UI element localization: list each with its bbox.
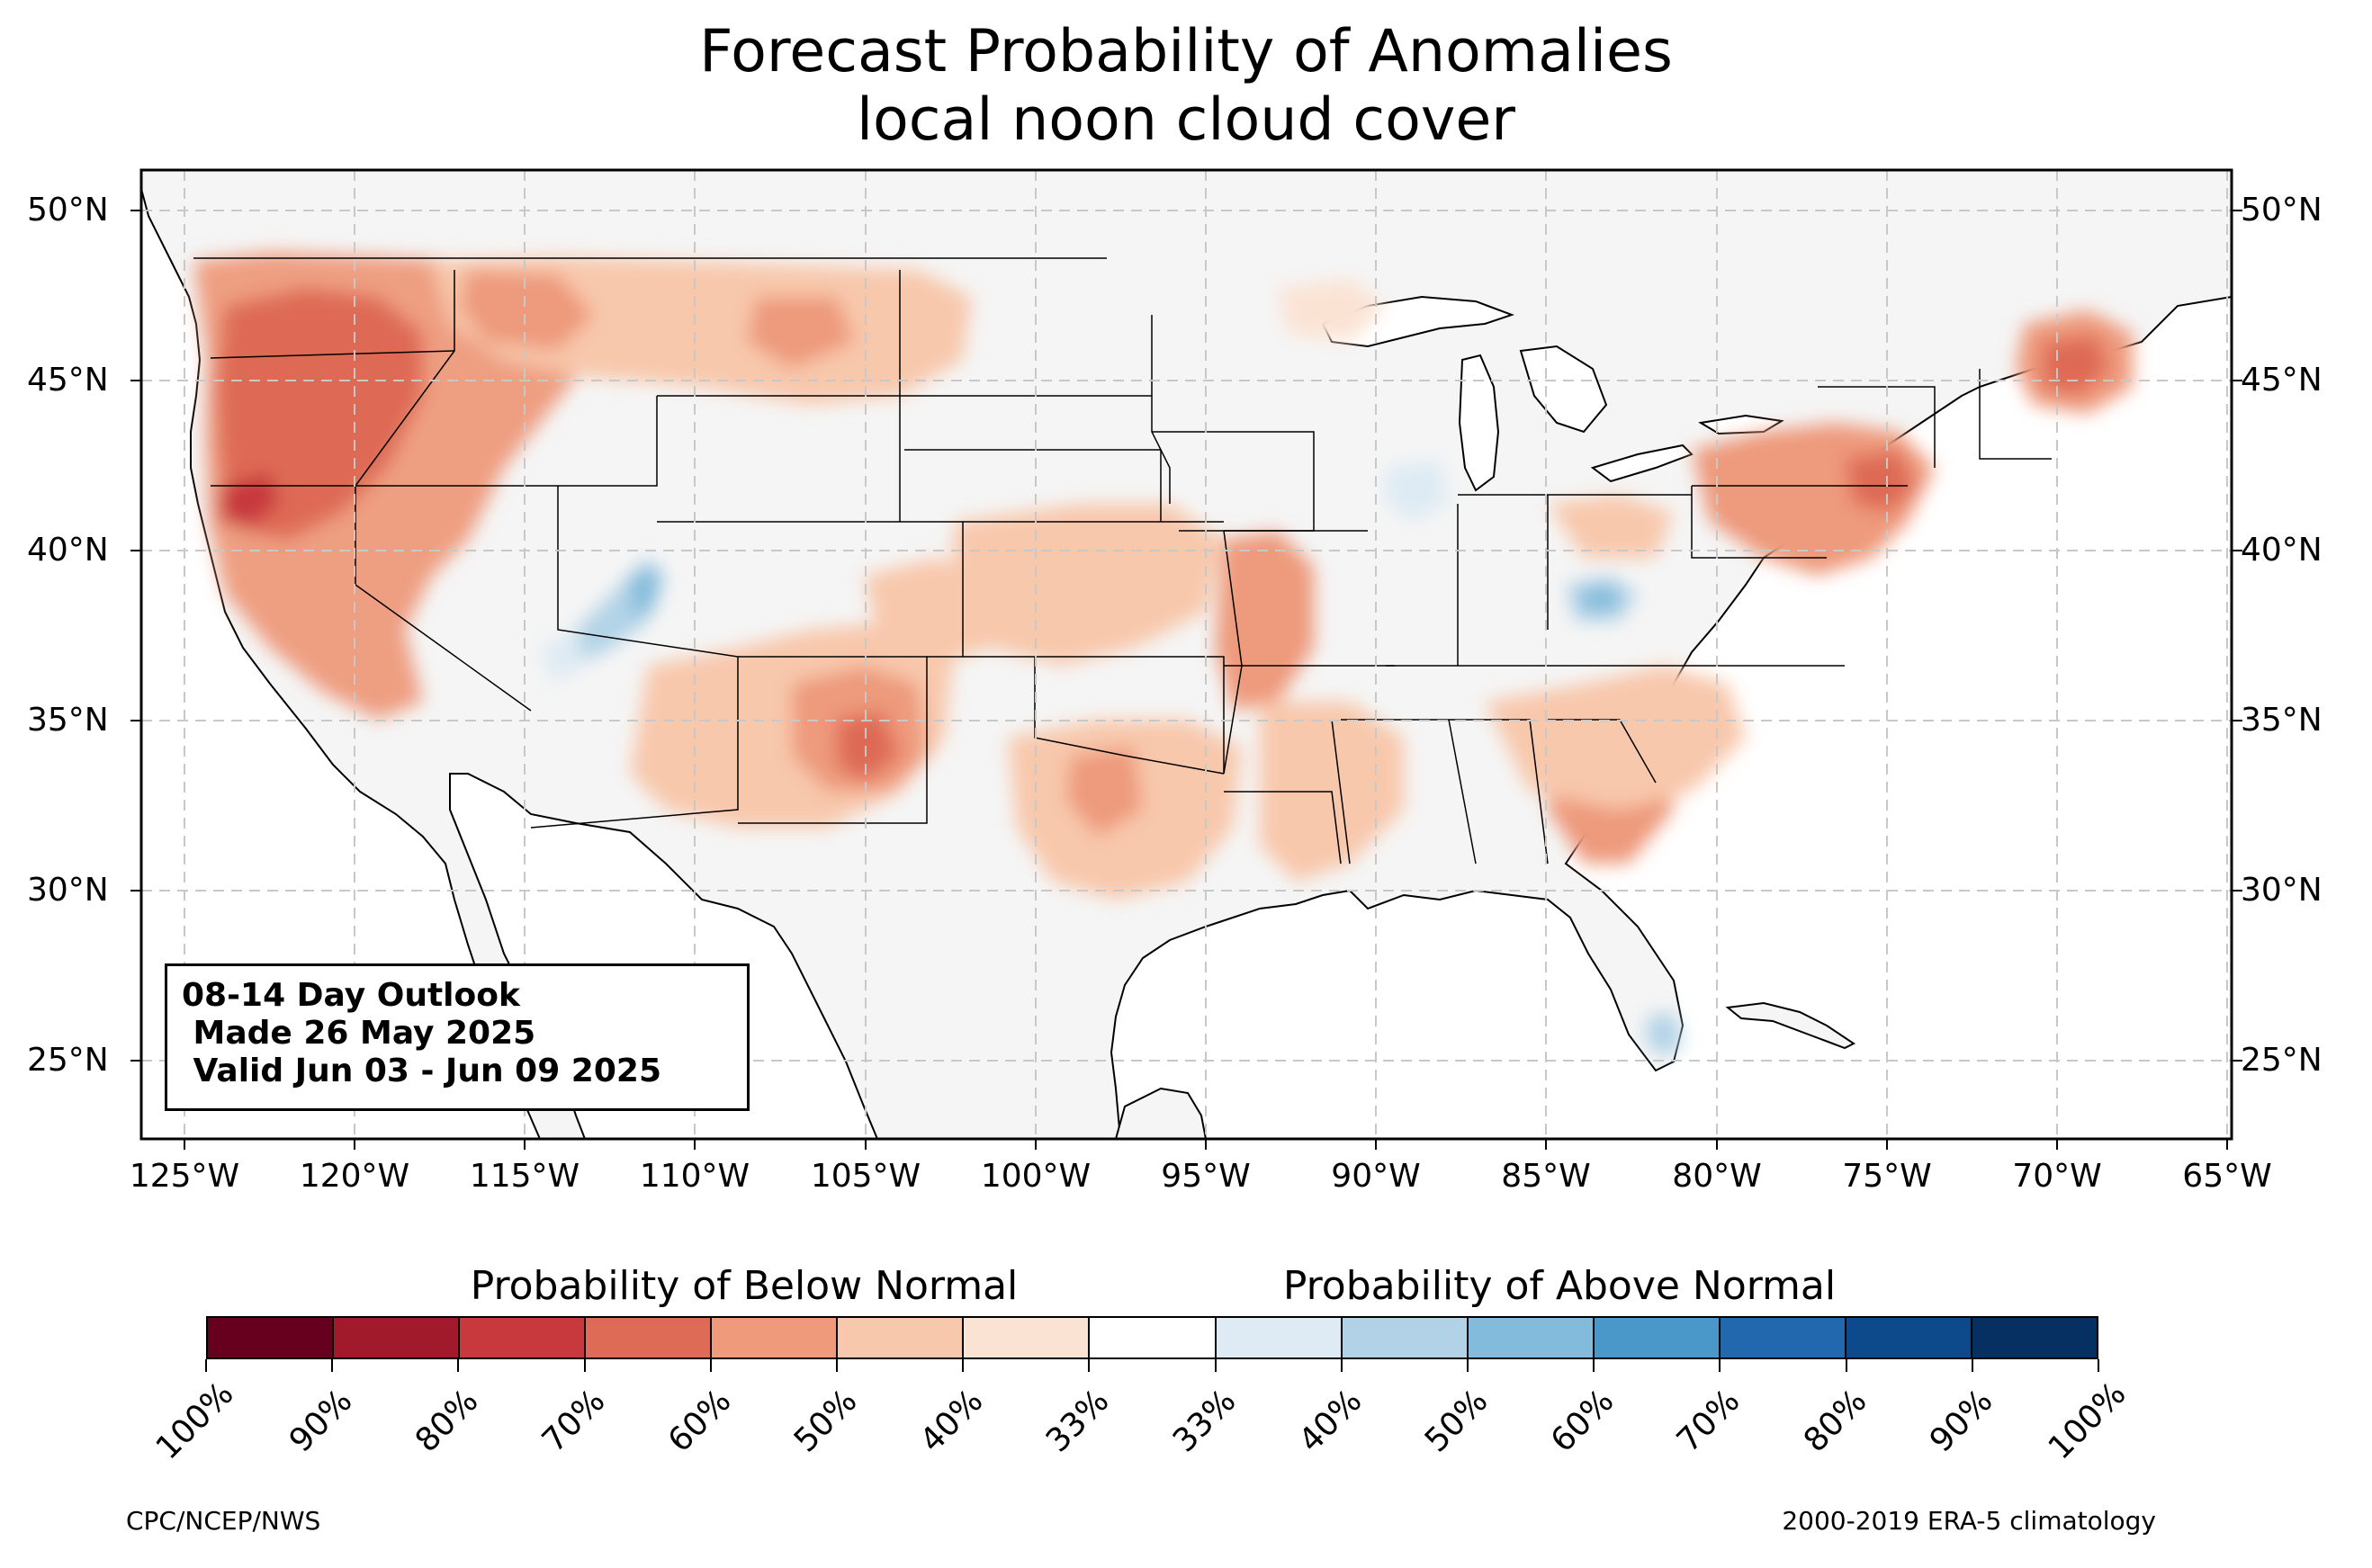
colorbar-tick bbox=[1214, 1359, 1217, 1372]
above-normal-iowa bbox=[1386, 459, 1449, 522]
cuba-land bbox=[1725, 1001, 1855, 1050]
colorbar-segment bbox=[1844, 1318, 1971, 1357]
colorbar-tick bbox=[1971, 1359, 1973, 1372]
colorbar-tick bbox=[962, 1359, 965, 1372]
below-normal-carolinas bbox=[1485, 666, 1746, 810]
lon-label-115w: 115°W bbox=[469, 1158, 580, 1195]
below-normal-texas-core bbox=[1066, 747, 1143, 837]
map-frame bbox=[139, 168, 2233, 1141]
map-subtitle: local noon cloud cover bbox=[856, 86, 1516, 154]
lat-label-35n-left: 35°N bbox=[27, 702, 109, 739]
colorbar-tick bbox=[331, 1359, 334, 1372]
colorbar-segment bbox=[962, 1318, 1089, 1357]
above-normal-florida bbox=[1647, 1012, 1683, 1057]
above-normal-nevada bbox=[540, 630, 585, 684]
valid-dates: Valid Jun 03 - Jun 09 2025 bbox=[182, 1053, 662, 1089]
above-normal-utah-core bbox=[630, 567, 657, 621]
colorbar-segment bbox=[332, 1318, 459, 1357]
lat-label-35n-right: 35°N bbox=[2241, 702, 2323, 739]
colorbar-segment bbox=[1466, 1318, 1593, 1357]
colorbar-tick bbox=[1845, 1359, 1847, 1372]
colorbar-tick bbox=[205, 1359, 207, 1372]
lon-label-100w: 100°W bbox=[980, 1158, 1092, 1195]
lon-label-120w: 120°W bbox=[299, 1158, 410, 1195]
colorbar-tick bbox=[583, 1359, 586, 1372]
below-normal-upper-midwest bbox=[1278, 279, 1386, 342]
colorbar-segment bbox=[458, 1318, 585, 1357]
below-normal-kansas bbox=[954, 504, 1224, 666]
colorbar-tick bbox=[2098, 1359, 2099, 1372]
colorbar-segment bbox=[584, 1318, 711, 1357]
lat-label-45n-right: 45°N bbox=[2241, 362, 2323, 399]
credit-agency: CPC/NCEP/NWS bbox=[126, 1506, 321, 1536]
lake-ontario bbox=[1698, 414, 1784, 435]
colorbar-segment bbox=[1340, 1318, 1467, 1357]
lon-label-90w: 90°W bbox=[1331, 1158, 1421, 1195]
colorbar-segment bbox=[208, 1318, 333, 1357]
lake-erie bbox=[1590, 444, 1694, 483]
lat-label-30n-right: 30°N bbox=[2241, 872, 2323, 909]
mexico-south-land bbox=[1114, 1087, 1208, 1139]
lon-label-80w: 80°W bbox=[1672, 1158, 1762, 1195]
lon-label-70w: 70°W bbox=[2012, 1158, 2102, 1195]
lat-label-40n-right: 40°N bbox=[2241, 532, 2323, 569]
outlook-period: 08-14 Day Outlook bbox=[182, 977, 520, 1014]
lon-label-105w: 105°W bbox=[810, 1158, 921, 1195]
lat-label-30n-left: 30°N bbox=[27, 872, 109, 909]
colorbar-segment bbox=[1970, 1318, 2097, 1357]
lake-michigan bbox=[1458, 354, 1500, 492]
credit-climatology: 2000-2019 ERA-5 climatology bbox=[1782, 1506, 2156, 1536]
colorbar-segment bbox=[1592, 1318, 1719, 1357]
lon-label-65w: 65°W bbox=[2182, 1158, 2272, 1195]
lat-label-40n-left: 40°N bbox=[27, 532, 109, 569]
lat-label-25n-left: 25°N bbox=[27, 1042, 109, 1079]
colorbar-tick bbox=[1467, 1359, 1469, 1372]
lon-label-125w: 125°W bbox=[129, 1158, 240, 1195]
colorbar-segment bbox=[1214, 1318, 1341, 1357]
colorbar-tick bbox=[1088, 1359, 1091, 1372]
state-boundaries bbox=[193, 257, 2052, 865]
below-normal-ohio bbox=[1548, 495, 1674, 558]
made-date: Made 26 May 2025 bbox=[182, 1015, 536, 1052]
lon-label-75w: 75°W bbox=[1842, 1158, 1932, 1195]
below-normal-newmexico-center bbox=[837, 711, 900, 783]
colorbar-segment bbox=[836, 1318, 963, 1357]
lon-label-110w: 110°W bbox=[639, 1158, 750, 1195]
probability-colorbar bbox=[206, 1316, 2098, 1359]
colorbar-segment bbox=[1718, 1318, 1845, 1357]
colorbar-segment bbox=[1088, 1318, 1215, 1357]
above-normal-legend-title: Probability of Above Normal bbox=[1282, 1263, 1837, 1309]
colorbar-tick bbox=[709, 1359, 712, 1372]
map-title: Forecast Probability of Anomalies bbox=[699, 18, 1673, 85]
below-normal-northeast-core bbox=[1845, 450, 1917, 513]
lat-label-50n-left: 50°N bbox=[27, 192, 109, 228]
axis-ticks bbox=[130, 210, 2242, 1150]
above-normal-ohio-valley-core bbox=[1579, 587, 1620, 614]
colorbar-tick bbox=[457, 1359, 460, 1372]
outlook-info-box: 08-14 Day Outlook Made 26 May 2025 Valid… bbox=[165, 963, 750, 1111]
lon-label-85w: 85°W bbox=[1501, 1158, 1591, 1195]
lake-huron bbox=[1519, 345, 1608, 434]
colorbar-tick bbox=[836, 1359, 838, 1372]
colorbar-segment bbox=[710, 1318, 837, 1357]
lat-label-50n-right: 50°N bbox=[2241, 192, 2323, 228]
lon-label-95w: 95°W bbox=[1161, 1158, 1251, 1195]
colorbar-tick bbox=[1719, 1359, 1721, 1372]
lat-label-25n-right: 25°N bbox=[2241, 1042, 2323, 1079]
anomaly-shading bbox=[193, 252, 2133, 1057]
below-normal-montana-core bbox=[459, 270, 855, 369]
below-normal-legend-title: Probability of Below Normal bbox=[470, 1263, 1019, 1309]
lat-label-45n-left: 45°N bbox=[27, 362, 109, 399]
colorbar-tick bbox=[1593, 1359, 1595, 1372]
colorbar-tick bbox=[1340, 1359, 1343, 1372]
